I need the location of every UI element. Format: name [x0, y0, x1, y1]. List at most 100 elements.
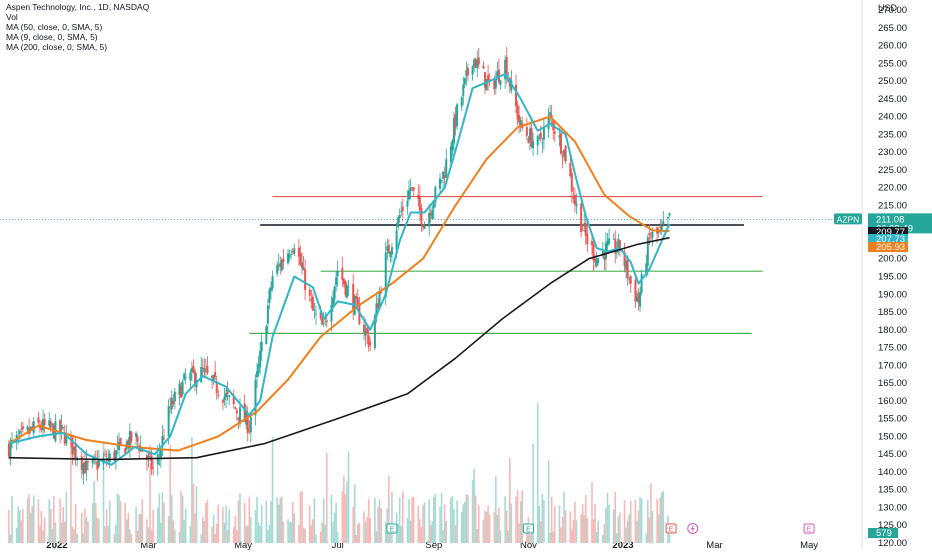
candle-body — [330, 305, 333, 322]
volume-bar — [324, 524, 327, 543]
candle-body — [573, 195, 576, 205]
candle-body — [62, 426, 65, 428]
volume-bar — [450, 498, 452, 543]
candle-body — [63, 432, 66, 444]
volume-bar — [584, 494, 587, 543]
volume-bar — [477, 505, 480, 543]
candle-body — [615, 250, 618, 253]
candle-body — [649, 237, 652, 239]
volume-bar — [640, 498, 643, 543]
legend-ma-200[interactable]: MA (200, close, 0, SMA, 5) — [6, 42, 108, 52]
candle-body — [525, 127, 528, 136]
last-price-label: 211.08 — [876, 214, 904, 225]
candle-body — [173, 391, 176, 402]
volume-bar — [583, 515, 586, 543]
volume-bar — [174, 529, 176, 543]
earnings-marker[interactable] — [386, 523, 398, 534]
volume-bar — [60, 522, 63, 543]
volume-bar — [256, 497, 258, 543]
volume-bar — [442, 530, 444, 543]
volume-bar — [364, 522, 367, 543]
candle-body — [443, 175, 446, 178]
volume-bar — [178, 531, 181, 543]
candle-body — [532, 141, 535, 149]
volume-bar — [352, 506, 354, 543]
candle-body — [319, 311, 322, 318]
volume-bar — [105, 509, 108, 543]
volume-bar — [398, 497, 401, 543]
volume-bar — [181, 495, 184, 543]
volume-bar — [344, 494, 347, 543]
volume-bar — [389, 526, 392, 543]
candle-body — [260, 341, 263, 352]
volume-bar — [17, 506, 20, 543]
volume-bar — [299, 492, 302, 543]
volume-bar — [94, 503, 97, 543]
y-tick-label: 225.00 — [878, 165, 907, 176]
earnings-marker-label: E — [669, 527, 674, 534]
legend-ma-9[interactable]: MA (9, close, 0, SMA, 5) — [6, 32, 98, 42]
volume-bar — [291, 502, 294, 543]
candle-body — [232, 395, 235, 404]
candle-body — [538, 134, 541, 136]
volume-bar — [149, 463, 151, 543]
volume-bar — [608, 504, 610, 543]
legend-symbol[interactable]: Aspen Technology, Inc., 1D, NASDAQ — [6, 2, 150, 12]
candle-body — [651, 231, 654, 238]
candle-body — [80, 456, 83, 471]
candle-body — [31, 426, 34, 430]
candle-body — [634, 280, 637, 302]
volume-bar — [476, 529, 479, 543]
volume-bar — [617, 516, 620, 543]
volume-bar — [412, 497, 415, 543]
volume-bar — [169, 444, 171, 543]
volume-bar — [433, 496, 435, 543]
candle-body — [559, 133, 562, 154]
candle-body — [421, 224, 424, 228]
ma-200-line[interactable] — [8, 236, 670, 461]
volume-bar — [226, 529, 229, 543]
candle-body — [628, 278, 631, 280]
volume-bar — [234, 515, 237, 543]
volume-bar — [288, 521, 291, 543]
volume-bar — [257, 522, 260, 543]
ma-9-line[interactable] — [8, 73, 671, 466]
volume-bar — [118, 495, 120, 543]
earnings-marker[interactable] — [665, 523, 677, 534]
candle-body — [549, 112, 552, 116]
legend-ma-50[interactable]: MA (50, close, 0, SMA, 5) — [6, 22, 103, 32]
volume-bar — [519, 501, 522, 543]
earnings-marker-label: E — [807, 527, 812, 534]
candle-body — [192, 365, 195, 373]
candle-body — [586, 234, 589, 244]
volume-bar — [156, 507, 159, 543]
volume-bar — [623, 500, 626, 543]
earnings-marker[interactable] — [803, 523, 815, 534]
candle-body — [124, 448, 127, 454]
earnings-marker[interactable] — [522, 523, 534, 534]
y-tick-label: 265.00 — [878, 23, 907, 34]
volume-bar — [211, 526, 213, 543]
volume-bar — [526, 533, 528, 543]
candle-body — [49, 421, 52, 428]
volume-bar — [484, 510, 486, 543]
volume-bar — [346, 481, 348, 543]
volume-bar — [129, 528, 131, 543]
candle-body — [40, 427, 43, 430]
candle-body — [518, 115, 521, 123]
volume-bar — [232, 527, 235, 543]
volume-bar — [302, 527, 305, 543]
candle-body — [52, 424, 55, 439]
volume-bar — [277, 504, 280, 543]
candle-body — [640, 273, 643, 293]
candle-body — [336, 270, 339, 277]
ma-50-line[interactable] — [8, 115, 670, 452]
volume-bar — [107, 525, 109, 543]
candle-body — [235, 410, 238, 414]
volume-bar — [602, 534, 604, 543]
candle-body — [149, 452, 152, 455]
candle-body — [364, 329, 367, 336]
legend-volume[interactable]: Vol — [6, 12, 18, 22]
